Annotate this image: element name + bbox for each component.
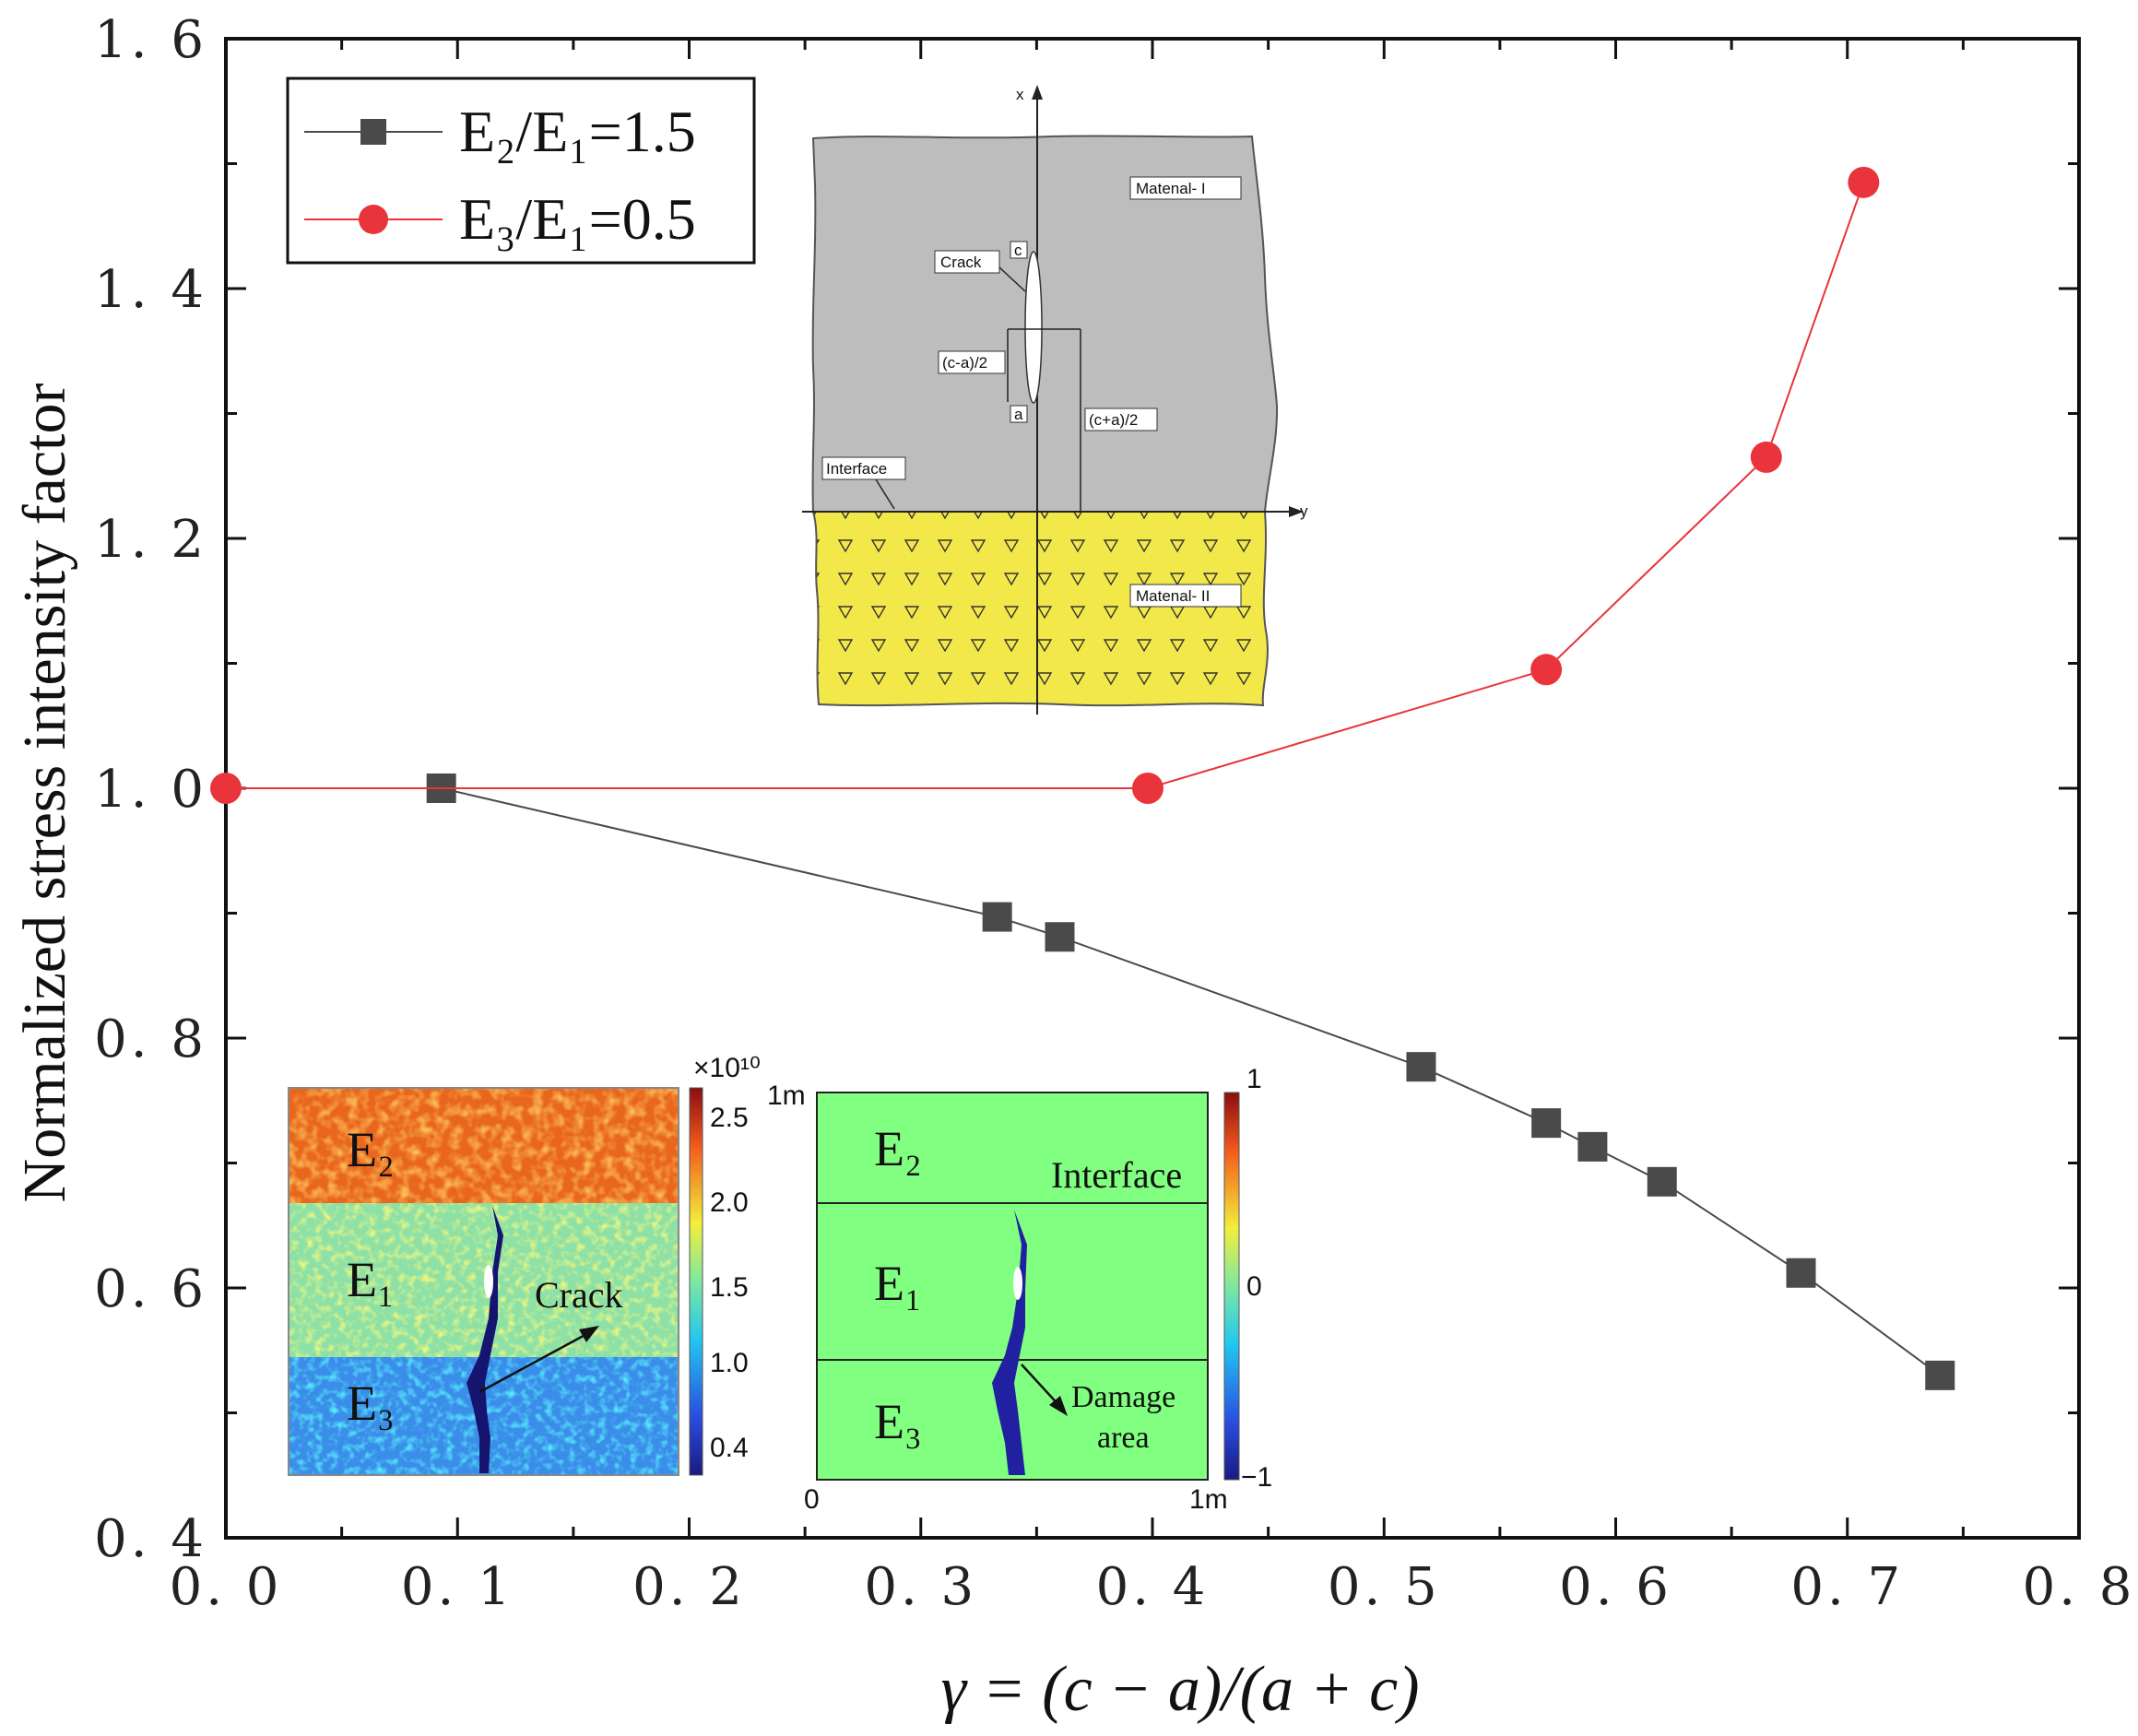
x-axis-title: γ = (c − a)/(a + c)	[940, 1654, 1419, 1725]
x-tick-label: 0. 5	[1328, 1557, 1441, 1617]
modulus-layer-e2: E₂	[347, 1122, 395, 1177]
modulus-colorbar-exponent: ×10¹⁰	[693, 1053, 761, 1083]
crack-callout-label: Crack	[940, 254, 982, 271]
material-1-label: Matenal- I	[1136, 180, 1206, 197]
data-point-square	[982, 902, 1012, 932]
x-tick-label: 0. 3	[864, 1557, 977, 1617]
damage-axis-top-label: 1m	[767, 1081, 806, 1111]
geometry-x-axis-label: x	[1016, 86, 1024, 103]
y-tick-label: 1. 6	[94, 10, 207, 70]
y-tick-label: 1. 2	[94, 510, 207, 570]
damage-colorbar-tick: −1	[1241, 1462, 1272, 1493]
y-tick-label: 1. 0	[94, 760, 207, 820]
y-tick-label: 0. 4	[94, 1509, 207, 1569]
data-point-circle	[1131, 773, 1163, 804]
data-point-circle	[1848, 166, 1880, 198]
damage-interface-label: Interface	[1051, 1154, 1182, 1196]
data-point-square	[1925, 1360, 1955, 1390]
half-length-label: (c-a)/2	[942, 354, 987, 372]
data-point-square	[1647, 1166, 1677, 1197]
damage-axis-right-label: 1m	[1189, 1484, 1228, 1515]
data-point-circle	[1530, 654, 1563, 686]
x-tick-label: 0. 4	[1096, 1557, 1210, 1617]
y-axis-title: Normalized stress intensity factor	[11, 384, 78, 1203]
damage-colorbar-tick: 1	[1246, 1064, 1262, 1094]
axes: 0. 0 0. 1 0. 2 0. 3 0. 4 0. 5 0. 6 0. 7 0. 8 0. 4…	[94, 10, 2136, 1617]
tip-a-label: a	[1014, 406, 1023, 423]
x-tick-label: 0. 6	[1559, 1557, 1672, 1617]
damage-colorbar	[1223, 1092, 1240, 1481]
modulus-colorbar-tick: 1.5	[710, 1272, 749, 1303]
data-point-square	[1045, 922, 1075, 952]
tip-c-label: c	[1014, 242, 1022, 259]
x-tick-label: 0. 1	[401, 1557, 514, 1617]
data-point-circle	[1750, 441, 1782, 473]
material-2-label: Matenal- II	[1136, 587, 1210, 605]
modulus-colorbar-tick: 1.0	[710, 1348, 749, 1378]
y-tick-label: 1. 4	[94, 260, 207, 320]
damage-colorbar-tick: 0	[1246, 1271, 1262, 1302]
legend-label-series-2: E₃/E₁=0.5	[459, 186, 696, 252]
inset-geometry-schematic: x y c a Crack (c-a)/2 (c+a)/2 Interface …	[802, 85, 1308, 714]
y-tick-label: 0. 6	[94, 1259, 207, 1319]
damage-axis-origin-label: 0	[804, 1484, 820, 1515]
modulus-colorbar-tick: 2.0	[710, 1187, 749, 1218]
modulus-colorbar-tick: 2.5	[710, 1103, 749, 1133]
modulus-crack-label: Crack	[535, 1274, 623, 1316]
x-tick-label: 0. 7	[1790, 1557, 1904, 1617]
series-layer	[210, 166, 1955, 1390]
damage-area-label: area	[1097, 1421, 1150, 1455]
data-point-square	[1577, 1131, 1608, 1162]
data-point-square	[1786, 1258, 1816, 1288]
data-point-square	[1406, 1052, 1436, 1082]
x-tick-label: 0. 0	[170, 1557, 283, 1617]
damage-layer-e3: E₃	[874, 1394, 922, 1449]
interface-label: Interface	[826, 460, 887, 478]
damage-layer-e2: E₂	[874, 1121, 922, 1176]
crack-ellipse	[1024, 251, 1043, 404]
damage-crack-path	[992, 1210, 1027, 1475]
damage-layer-e1: E₁	[874, 1256, 922, 1311]
y-tick-label: 0. 8	[94, 1010, 207, 1069]
legend-marker-circle	[359, 205, 388, 234]
legend: E₂/E₁=1.5 E₃/E₁=0.5	[286, 77, 756, 265]
data-point-circle	[210, 773, 242, 804]
material-2-region	[811, 511, 1269, 707]
modulus-colorbar	[689, 1087, 703, 1476]
inset-modulus-map: E₂ E₁ E₃ Crack ×10¹⁰ 2.5 2.0 1.5 1.0 0.4	[288, 1053, 761, 1476]
modulus-crack-path	[467, 1206, 503, 1473]
modulus-layer-e3: E₃	[347, 1376, 395, 1431]
data-point-square	[1531, 1108, 1562, 1139]
center-distance-label: (c+a)/2	[1089, 411, 1138, 429]
damage-area-label: Damage	[1071, 1380, 1175, 1414]
geometry-y-axis-label: y	[1300, 502, 1308, 520]
modulus-layer-e1: E₁	[347, 1252, 395, 1307]
material-1-region	[811, 135, 1279, 513]
legend-label-series-1: E₂/E₁=1.5	[459, 99, 696, 164]
inset-damage-map: E₂ E₁ E₃ Interface Damage area 1m 0 1m 1…	[767, 1064, 1272, 1515]
legend-marker-square	[360, 119, 386, 145]
modulus-colorbar-tick: 0.4	[710, 1433, 749, 1463]
x-tick-label: 0. 2	[632, 1557, 746, 1617]
x-tick-label: 0. 8	[2023, 1557, 2136, 1617]
